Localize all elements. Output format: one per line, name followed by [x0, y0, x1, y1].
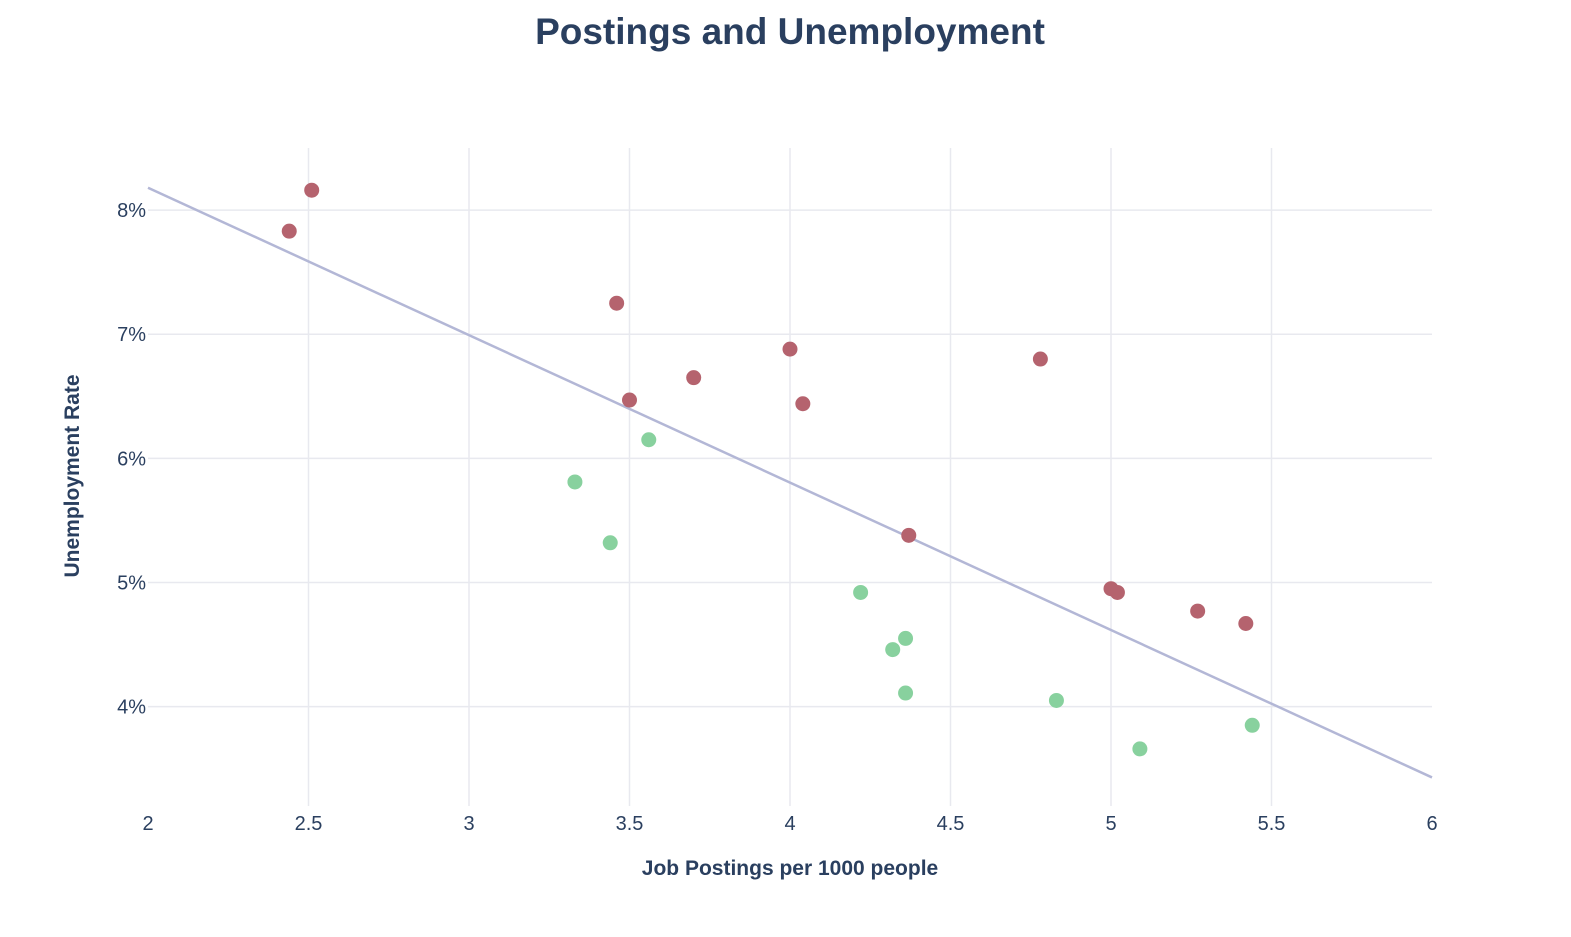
data-point-below-trend[interactable] [898, 685, 914, 701]
x-tick-label: 4 [784, 813, 795, 835]
x-tick-label: 5.5 [1258, 813, 1286, 835]
x-tick-label: 6 [1426, 813, 1437, 835]
data-point-below-trend[interactable] [1132, 741, 1148, 757]
data-point-above-trend[interactable] [622, 392, 637, 408]
data-point-below-trend[interactable] [898, 630, 914, 646]
data-point-above-trend[interactable] [901, 527, 917, 543]
y-tick-label: 4% [117, 697, 146, 719]
y-tick-labels: 4% 5% 6% 7% 8% [117, 200, 146, 719]
x-axis-title: Job Postings per 1000 people [642, 857, 938, 880]
x-tick-label: 5 [1105, 813, 1116, 835]
trend-line [147, 186, 1433, 779]
data-point-below-trend[interactable] [1244, 717, 1260, 733]
data-point-above-trend[interactable] [1032, 351, 1048, 367]
y-gridlines [148, 209, 1432, 708]
x-tick-label: 4.5 [937, 813, 965, 835]
data-point-above-trend[interactable] [1190, 603, 1206, 619]
x-tick-labels: 2 2.5 3 3.5 4 4.5 5 5.5 6 [142, 813, 1437, 835]
data-point-below-trend[interactable] [1048, 692, 1064, 708]
y-tick-label: 6% [117, 448, 146, 470]
x-tick-label: 3 [463, 813, 474, 835]
y-axis-title: Unemployment Rate [61, 374, 84, 577]
data-point-below-trend[interactable] [602, 535, 618, 551]
x-gridlines [307, 148, 1273, 806]
data-points [281, 182, 1260, 757]
x-tick-label: 2 [142, 813, 153, 835]
data-point-above-trend[interactable] [609, 295, 625, 311]
data-point-above-trend[interactable] [304, 182, 320, 198]
chart-title: Postings and Unemployment [535, 11, 1045, 52]
x-tick-label: 2.5 [295, 813, 323, 835]
data-point-above-trend[interactable] [795, 396, 811, 412]
x-tick-label: 3.5 [616, 813, 644, 835]
data-point-below-trend[interactable] [885, 642, 901, 658]
data-point-above-trend[interactable] [281, 223, 297, 239]
data-point-above-trend[interactable] [686, 370, 702, 386]
data-point-below-trend[interactable] [853, 584, 869, 600]
data-point-above-trend[interactable] [782, 341, 798, 357]
data-point-above-trend[interactable] [1238, 615, 1254, 631]
y-tick-label: 5% [117, 573, 146, 595]
data-point-below-trend[interactable] [641, 432, 657, 448]
y-tick-label: 7% [117, 324, 146, 346]
data-point-above-trend[interactable] [1109, 584, 1125, 600]
data-point-below-trend[interactable] [567, 474, 583, 490]
y-tick-label: 8% [117, 200, 146, 222]
